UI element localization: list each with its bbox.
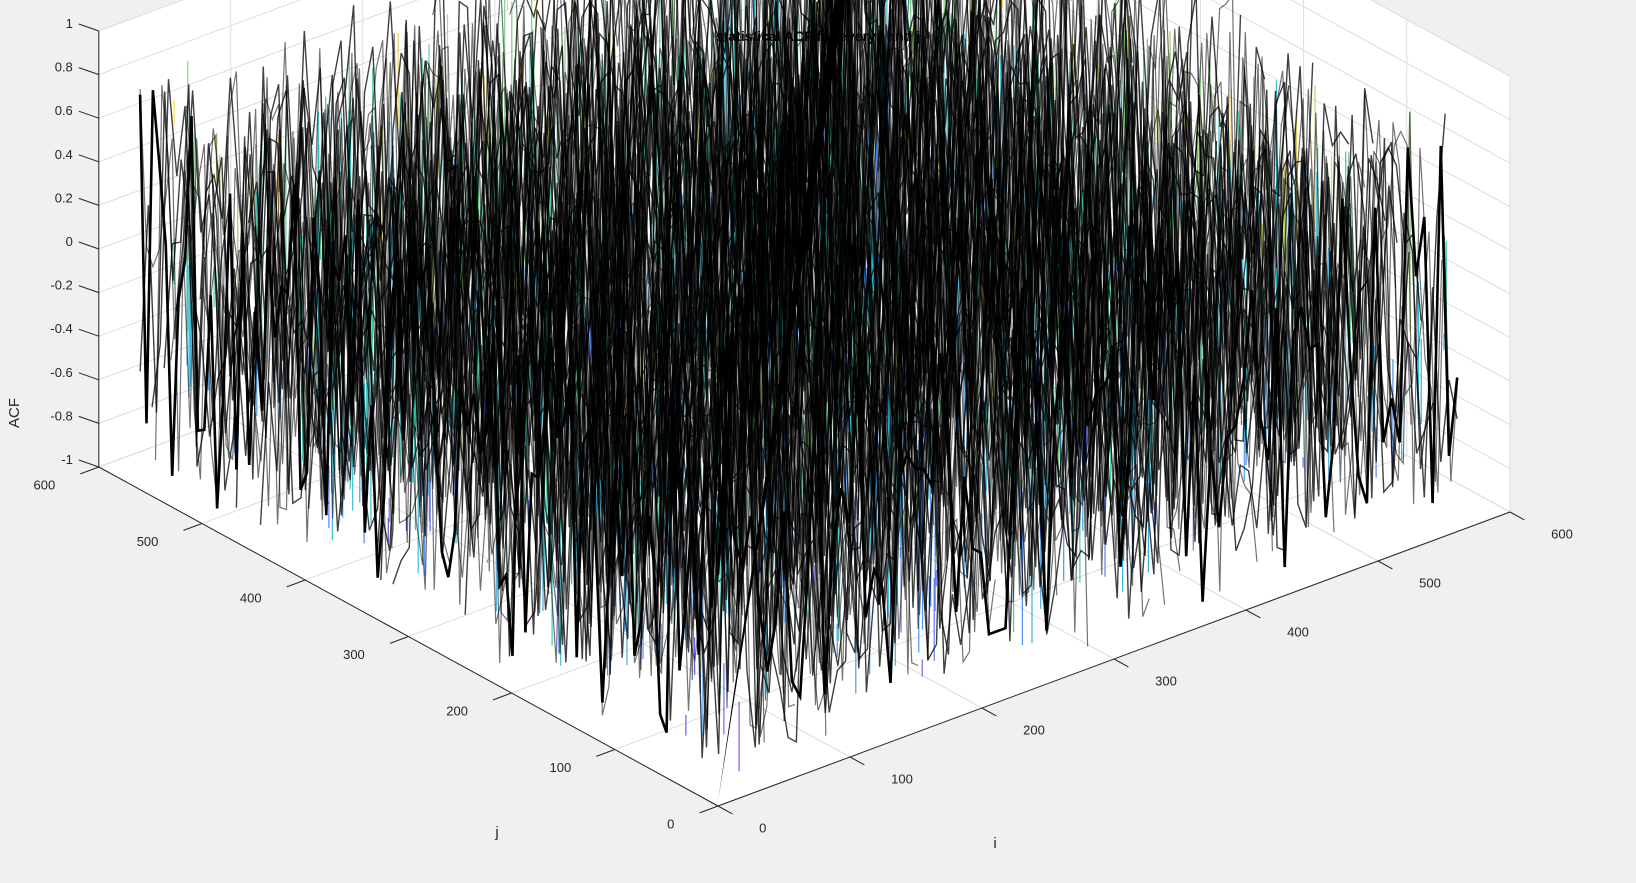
- j-tick-label: 300: [343, 647, 365, 662]
- acf-tick-mark: [79, 286, 99, 293]
- i-tick-label: 0: [759, 820, 766, 835]
- j-tick-label: 400: [240, 591, 262, 606]
- i-tick-mark: [1246, 610, 1260, 618]
- i-tick-label: 400: [1287, 624, 1309, 639]
- acf-tick-mark: [79, 155, 99, 162]
- acf-tick-label: -1: [61, 452, 73, 467]
- acf-tick-mark: [79, 460, 99, 467]
- j-tick-label: 200: [446, 704, 468, 719]
- acf-tick-label: 0.6: [55, 103, 73, 118]
- j-tick-label: 0: [667, 817, 674, 832]
- j-tick-mark: [80, 467, 98, 474]
- i-tick-label: 500: [1419, 575, 1441, 590]
- acf-surface: [140, 0, 1457, 802]
- j-tick-mark: [493, 693, 511, 700]
- acf-tick-mark: [79, 416, 99, 423]
- acf-tick-label: -0.4: [50, 321, 72, 336]
- i-tick-label: 600: [1551, 526, 1573, 541]
- i-tick-mark: [850, 757, 864, 765]
- i-tick-label: 200: [1023, 722, 1045, 737]
- i-tick-label: 100: [891, 771, 913, 786]
- acf-tick-label: 0: [66, 234, 73, 249]
- acf-tick-mark: [79, 111, 99, 118]
- j-tick-mark: [390, 637, 408, 644]
- y-axis-label: j: [494, 824, 498, 841]
- acf-tick-label: 0.2: [55, 190, 73, 205]
- j-tick-label: 100: [549, 760, 571, 775]
- acf-tick-label: -0.6: [50, 365, 72, 380]
- j-tick-mark: [184, 524, 202, 531]
- j-tick-mark: [287, 580, 305, 587]
- acf-tick-label: -0.2: [50, 278, 72, 293]
- acf-tick-label: 0.8: [55, 60, 73, 75]
- j-tick-label: 500: [137, 534, 159, 549]
- i-tick-label: 300: [1155, 673, 1177, 688]
- acf-tick-mark: [79, 68, 99, 75]
- i-tick-mark: [1378, 561, 1392, 569]
- z-axis-label: ACF: [6, 398, 23, 428]
- acf-tick-label: -0.8: [50, 408, 72, 423]
- i-tick-mark: [1510, 512, 1524, 520]
- chart-title: statistical ACF for every i and j: [716, 28, 920, 44]
- acf-tick-mark: [79, 198, 99, 205]
- acf-tick-mark: [79, 373, 99, 380]
- acf-tick-mark: [79, 329, 99, 336]
- acf-tick-mark: [79, 24, 99, 31]
- i-tick-mark: [718, 806, 732, 814]
- i-tick-mark: [1114, 659, 1128, 667]
- j-tick-mark: [700, 806, 718, 813]
- i-tick-mark: [982, 708, 996, 716]
- acf-tick-label: 1: [66, 16, 73, 31]
- acf-tick-label: 0.4: [55, 147, 73, 162]
- acf-tick-mark: [79, 242, 99, 249]
- j-tick-mark: [596, 750, 614, 757]
- x-axis-label: i: [993, 835, 996, 852]
- j-tick-label: 600: [33, 478, 55, 493]
